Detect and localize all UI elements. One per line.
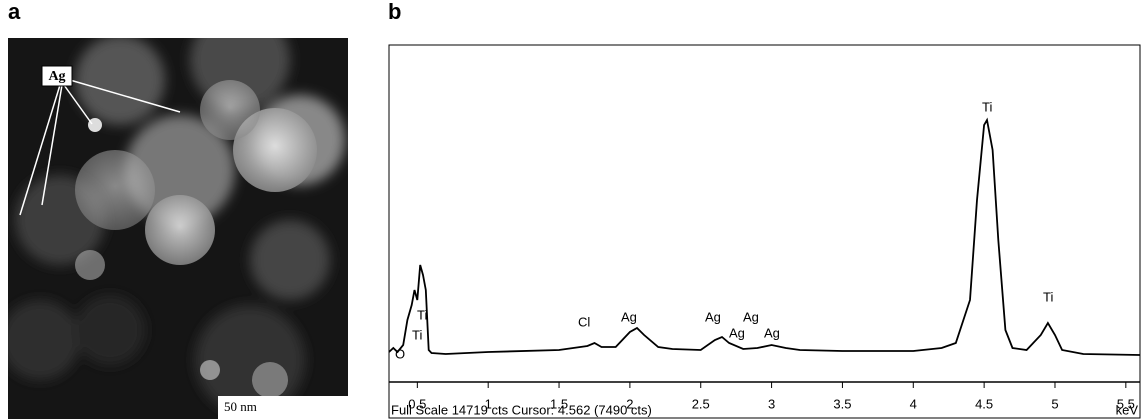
peak-label: Cl xyxy=(578,314,590,329)
peak-label: Ti xyxy=(417,307,427,322)
x-tick-label: 2 xyxy=(626,396,633,411)
peak-label: O xyxy=(395,346,405,361)
peak-label: Ag xyxy=(621,309,637,324)
image-annotation: Ag xyxy=(48,69,65,84)
peak-label: Ti xyxy=(412,327,422,342)
plot-frame xyxy=(388,44,1141,419)
x-tick-label: 4.5 xyxy=(975,396,993,411)
peak-label: Ag xyxy=(743,309,759,324)
micrograph: Ag 50 nm xyxy=(8,38,348,419)
footer: Full Scale 14719 cts Cursor: 4.562 (7490… xyxy=(391,402,652,417)
peak-label: Ag xyxy=(764,325,780,340)
peak-label: Ag xyxy=(705,309,721,324)
peak-label: Ti xyxy=(1043,289,1053,304)
panel-label: a xyxy=(8,0,21,24)
x-axis-label: keV xyxy=(1116,402,1139,417)
x-tick-label: 2.5 xyxy=(692,396,710,411)
x-tick-label: 0.5 xyxy=(408,396,426,411)
x-tick-label: 3 xyxy=(768,396,775,411)
peak-label: Ti xyxy=(982,99,992,114)
x-tick-label: 5 xyxy=(1051,396,1058,411)
scale-bar-label: 50 nm xyxy=(224,399,257,414)
x-tick-label: 5.5 xyxy=(1117,396,1135,411)
x-tick-label: 1.5 xyxy=(550,396,568,411)
peak-label: Ag xyxy=(729,325,745,340)
x-tick-label: 1 xyxy=(485,396,492,411)
panel-label: b xyxy=(388,0,401,24)
x-tick-label: 4 xyxy=(910,396,917,411)
x-tick-label: 3.5 xyxy=(833,396,851,411)
spectrum xyxy=(388,117,1141,356)
